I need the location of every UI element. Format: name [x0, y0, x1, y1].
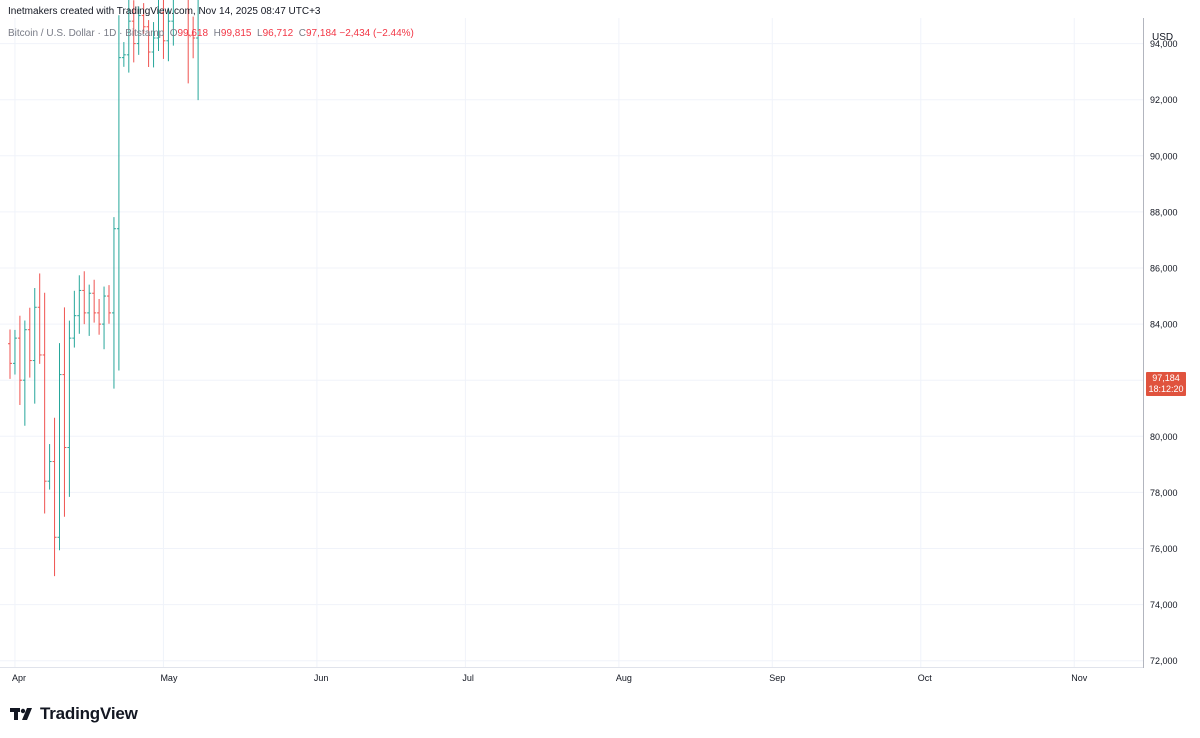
- last-price-value: 97,184: [1152, 373, 1180, 383]
- ohlc-bar: [72, 290, 77, 348]
- time-tick-label: Jun: [314, 673, 329, 683]
- ohlc-bar: [62, 307, 67, 517]
- tradingview-logo-icon: [10, 708, 32, 720]
- ohlc-bar: [111, 217, 116, 389]
- ohlc-bar: [22, 320, 27, 426]
- ohlc-bar: [196, 0, 199, 101]
- ohlc-bar: [17, 315, 22, 405]
- ohlc-bar: [161, 0, 166, 59]
- ohlc-change: −2,434 (−2.44%): [339, 28, 414, 39]
- ohlc-low: L96,712: [257, 28, 294, 39]
- ohlc-bar: [57, 343, 62, 551]
- ohlc-bar: [141, 3, 146, 34]
- ohlc-bar: [87, 284, 92, 336]
- time-tick-label: Nov: [1071, 673, 1088, 683]
- tradingview-logo-text: TradingView: [40, 704, 138, 723]
- ohlc-bar: [131, 0, 136, 63]
- ohlc-bar: [136, 6, 141, 55]
- ohlc-bar: [166, 7, 171, 62]
- ohlc-bar: [32, 288, 37, 404]
- ohlc-bar: [27, 307, 32, 378]
- tradingview-logo[interactable]: TradingView: [10, 704, 138, 724]
- ohlc-bar: [47, 444, 52, 490]
- ohlc-bar: [12, 329, 17, 375]
- ohlc-bar: [82, 271, 87, 325]
- ohlc-bar: [52, 417, 57, 577]
- price-tick-label: 78,000: [1150, 488, 1178, 498]
- ohlc-high: H99,815: [213, 28, 252, 39]
- time-tick-label: Apr: [12, 673, 26, 683]
- price-tick-label: 74,000: [1150, 600, 1178, 610]
- price-tick-label: 86,000: [1150, 264, 1178, 274]
- ohlc-open: O99,618: [169, 28, 209, 39]
- price-tick-label: 72,000: [1150, 656, 1178, 666]
- price-tick-label: 90,000: [1150, 151, 1178, 161]
- ohlc-bar: [37, 273, 42, 364]
- price-axis-currency: USD: [1152, 32, 1173, 43]
- ohlc-bar: [42, 292, 47, 514]
- price-tick-label: 76,000: [1150, 544, 1178, 554]
- ohlc-bar: [191, 16, 196, 59]
- ohlc-bar: [146, 20, 151, 67]
- ohlc-close: C97,184: [298, 28, 337, 39]
- ohlc-bar: [102, 286, 107, 350]
- watermark-credit: Inetmakers created with TradingView.com,…: [8, 6, 321, 17]
- time-tick-label: Sep: [769, 673, 785, 683]
- time-tick-label: Oct: [918, 673, 933, 683]
- time-tick-label: May: [160, 673, 178, 683]
- symbol-legend: Bitcoin / U.S. Dollar · 1D · Bitstamp O9…: [8, 28, 414, 39]
- last-price-label: 97,184 18:12:20: [1146, 372, 1186, 396]
- symbol-title: Bitcoin / U.S. Dollar · 1D · Bitstamp: [8, 28, 165, 39]
- ohlc-bar: [97, 298, 102, 335]
- ohlc-bar: [8, 329, 12, 379]
- price-axis[interactable]: 72,00074,00076,00078,00080,00082,00084,0…: [1150, 0, 1183, 666]
- price-tick-label: 80,000: [1150, 432, 1178, 442]
- price-tick-label: 94,000: [1150, 39, 1178, 49]
- ohlc-bar: [126, 0, 131, 73]
- ohlc-bar: [67, 320, 72, 497]
- ohlc-bar: [187, 0, 191, 84]
- ohlc-bar: [151, 22, 156, 68]
- ohlc-bar: [171, 0, 174, 46]
- ohlc-bar: [156, 0, 161, 51]
- ohlc-bar: [121, 42, 126, 67]
- price-tick-label: 88,000: [1150, 207, 1178, 217]
- ohlc-bar: [107, 285, 111, 324]
- time-tick-label: Aug: [616, 673, 632, 683]
- time-axis[interactable]: Apr May Jun Jul Aug Sep Oct Nov: [12, 673, 1088, 683]
- chart-grid: [0, 18, 1143, 667]
- price-tick-label: 92,000: [1150, 95, 1178, 105]
- ohlc-bar: [116, 15, 121, 371]
- bar-countdown: 18:12:20: [1148, 384, 1184, 394]
- ohlc-bar: [77, 275, 82, 334]
- ohlc-bars: [8, 0, 199, 577]
- price-tick-label: 84,000: [1150, 320, 1178, 330]
- time-tick-label: Jul: [462, 673, 474, 683]
- ohlc-bar: [92, 279, 97, 323]
